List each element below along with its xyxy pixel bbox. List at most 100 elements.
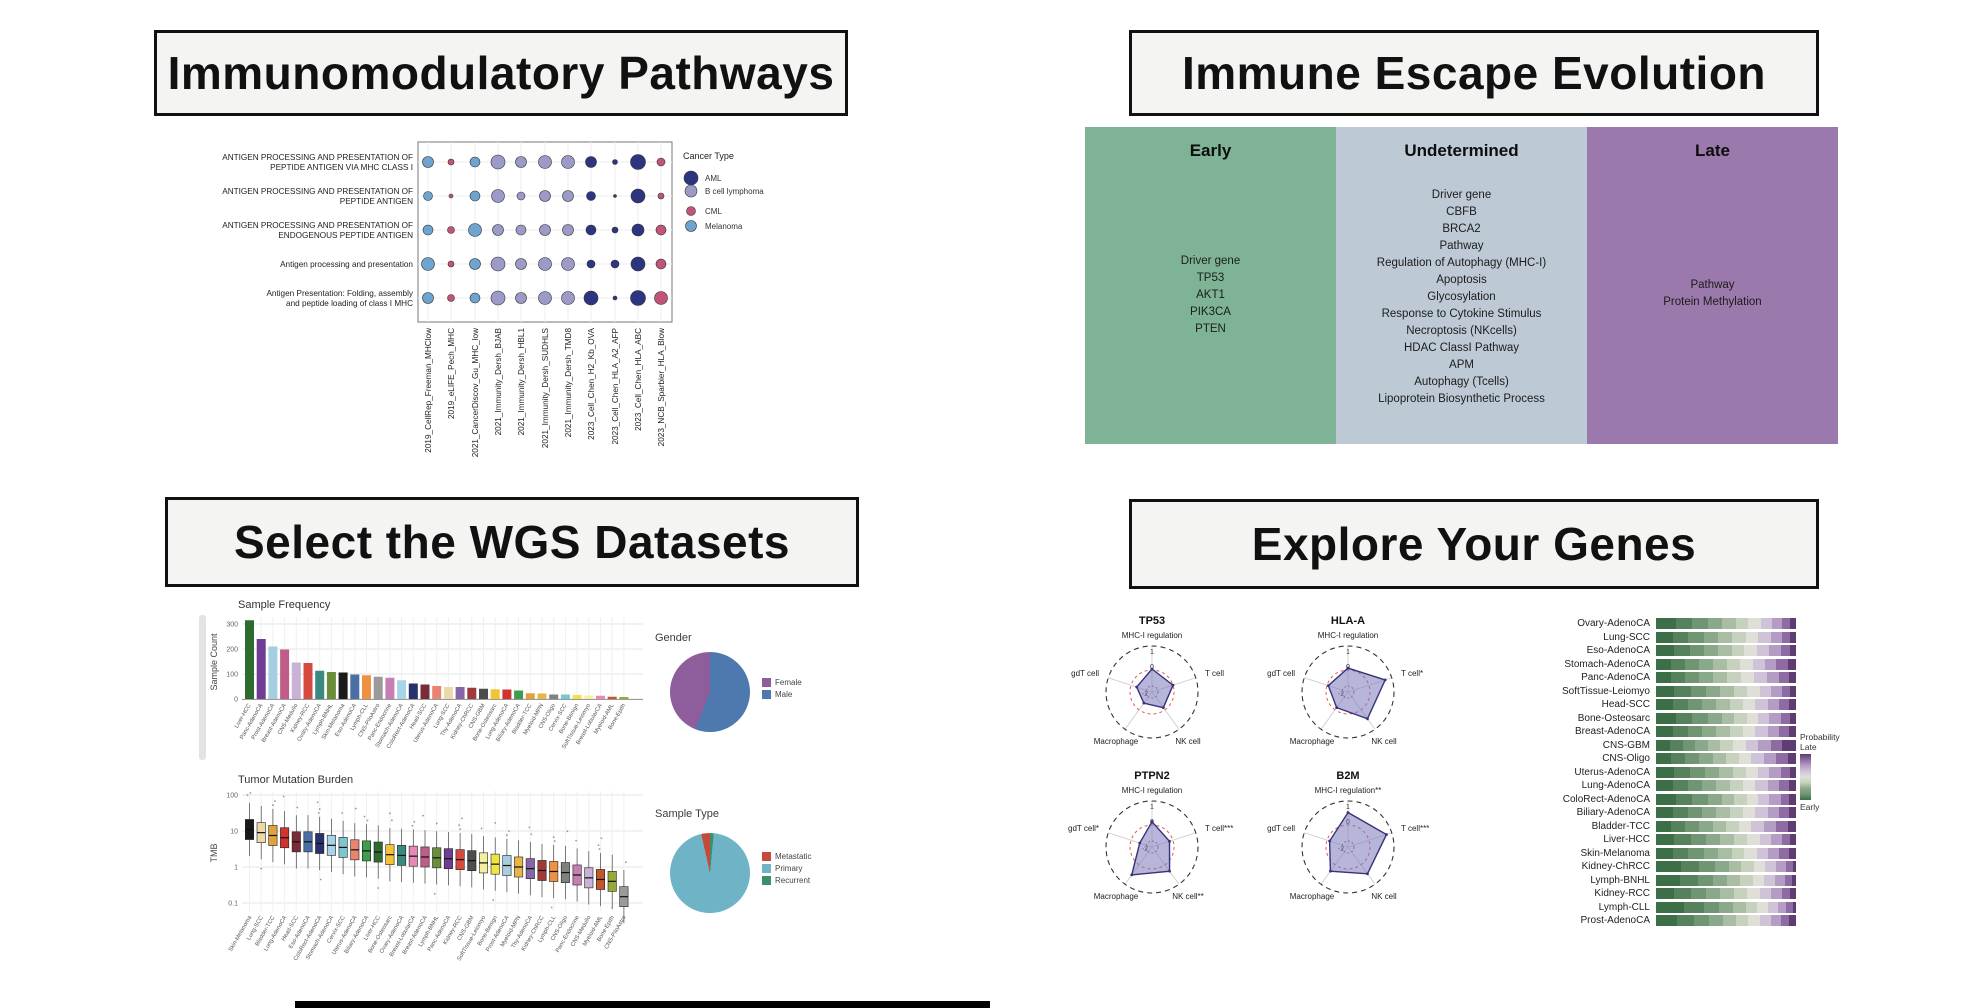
pathway-dot [656, 157, 666, 167]
box-outlier [318, 808, 321, 811]
stack-bar [1656, 780, 1796, 791]
stack-segment [1685, 658, 1700, 670]
radar-polygon [1135, 668, 1174, 709]
stack-segment [1770, 685, 1782, 697]
pathway-dot [447, 226, 455, 234]
stack-segment [1713, 820, 1726, 832]
stack-segment [1763, 753, 1777, 764]
stack-row: Kidney-RCC [1542, 888, 1892, 899]
stack-segment [1755, 726, 1768, 737]
freq-bar [373, 676, 383, 699]
stack-segment [1656, 834, 1675, 845]
freq-bar [420, 684, 430, 699]
dataset-column-label: 2021_Immunity_Dersh_SUDHLS [541, 327, 550, 448]
stack-segment [1759, 888, 1771, 899]
stack-segment [1688, 699, 1703, 710]
stack-segment [1692, 618, 1708, 629]
y-tick: 0 [234, 697, 238, 704]
stack-segment [1713, 672, 1728, 683]
stack-segment [1742, 780, 1756, 791]
radar-axis-label: NK cell [1371, 737, 1397, 746]
stack-segment [1759, 915, 1771, 926]
stack-segment [1706, 685, 1721, 697]
stack-segment [1770, 631, 1782, 643]
radar-polygon [1328, 811, 1388, 875]
pathway-dot [610, 259, 620, 269]
stack-segment [1684, 901, 1704, 913]
dataset-column-label: 2021_Immunity_Dersh_BJAB [494, 327, 503, 435]
pathway-dot [515, 224, 527, 236]
stack-segment [1787, 820, 1796, 832]
stack-row-label: SoftTissue-Leiomyo [1562, 685, 1650, 697]
stack-segment [1767, 807, 1780, 818]
select-wgs-datasets-button[interactable]: Select the WGS Datasets [165, 497, 859, 587]
stack-segment [1734, 712, 1747, 724]
stack-segment [1730, 780, 1743, 791]
stack-segment [1720, 834, 1735, 845]
pathway-dot [515, 258, 527, 270]
stack-segment [1742, 699, 1756, 710]
pathway-dot [447, 260, 455, 268]
stack-segment [1770, 915, 1781, 926]
stack-segment [1707, 739, 1721, 751]
stack-segment [1656, 699, 1673, 710]
stack-segment [1742, 807, 1756, 818]
stack-segment [1720, 685, 1735, 697]
stack-segment [1758, 739, 1771, 751]
stack-segment [1758, 766, 1770, 778]
stack-segment [1677, 915, 1694, 926]
stack-bar [1656, 753, 1796, 764]
radar-vertex [1335, 706, 1339, 710]
stack-bar [1656, 658, 1796, 670]
escape-item: Necroptosis (NKcells) [1406, 325, 1517, 337]
stack-segment [1727, 672, 1742, 683]
stack-row-label: Liver-HCC [1603, 834, 1650, 845]
radar-vertex [1161, 706, 1165, 710]
stack-bar [1656, 712, 1796, 724]
radar-outer-ring [1105, 800, 1199, 894]
explore-your-genes-button[interactable]: Explore Your Genes [1129, 499, 1819, 589]
sample-type-pie-legend: Metastatic Primary Recurrent [762, 852, 811, 885]
pathway-dot [631, 223, 645, 237]
pathway-dot [539, 190, 551, 202]
immune-escape-evolution-button[interactable]: Immune Escape Evolution [1129, 30, 1819, 116]
sample-frequency-bar-chart: Sample Frequency0100200300Liver-HCCPanc-… [209, 599, 643, 750]
stack-segment [1693, 915, 1710, 926]
stack-segment [1788, 780, 1796, 791]
immunomodulatory-pathways-button[interactable]: Immunomodulatory Pathways [154, 30, 848, 116]
stack-segment [1793, 861, 1796, 872]
stack-segment [1670, 739, 1683, 751]
freq-bar [514, 690, 524, 699]
radar-tick: 1 [1150, 649, 1154, 656]
chart-title: Sample Frequency [238, 599, 331, 611]
stack-segment [1738, 753, 1752, 764]
box-outlier [494, 821, 497, 824]
stack-bar [1656, 631, 1796, 643]
stack-segment [1656, 888, 1675, 899]
escape-item: Driver gene [1180, 255, 1241, 267]
radar-vertex [1366, 717, 1369, 721]
freq-bar [268, 646, 278, 699]
stack-segment [1781, 631, 1791, 643]
stack-segment [1772, 618, 1782, 629]
scrollbar[interactable] [199, 615, 206, 760]
pathway-row-label: ANTIGEN PROCESSING AND PRESENTATION OF [222, 153, 413, 162]
radar-polygon [1130, 820, 1171, 876]
stack-segment [1728, 861, 1742, 872]
stack-bar [1656, 793, 1796, 805]
stack-row: Stomach-AdenoCA [1542, 658, 1892, 670]
pathway-row-label: and peptide loading of class I MHC [286, 299, 413, 308]
stack-segment [1692, 712, 1708, 724]
box-outlier [550, 906, 553, 909]
stack-segment [1779, 780, 1789, 791]
stack-segment [1788, 699, 1796, 710]
stack-segment [1703, 901, 1719, 913]
stack-row-label: Prost-AdenoCA [1580, 915, 1650, 926]
stack-segment [1679, 874, 1698, 886]
stack-segment [1717, 631, 1732, 643]
bottom-bar [295, 1001, 990, 1008]
box-outlier [366, 819, 369, 822]
stack-segment [1707, 712, 1722, 724]
legend-label: CML [705, 207, 722, 216]
